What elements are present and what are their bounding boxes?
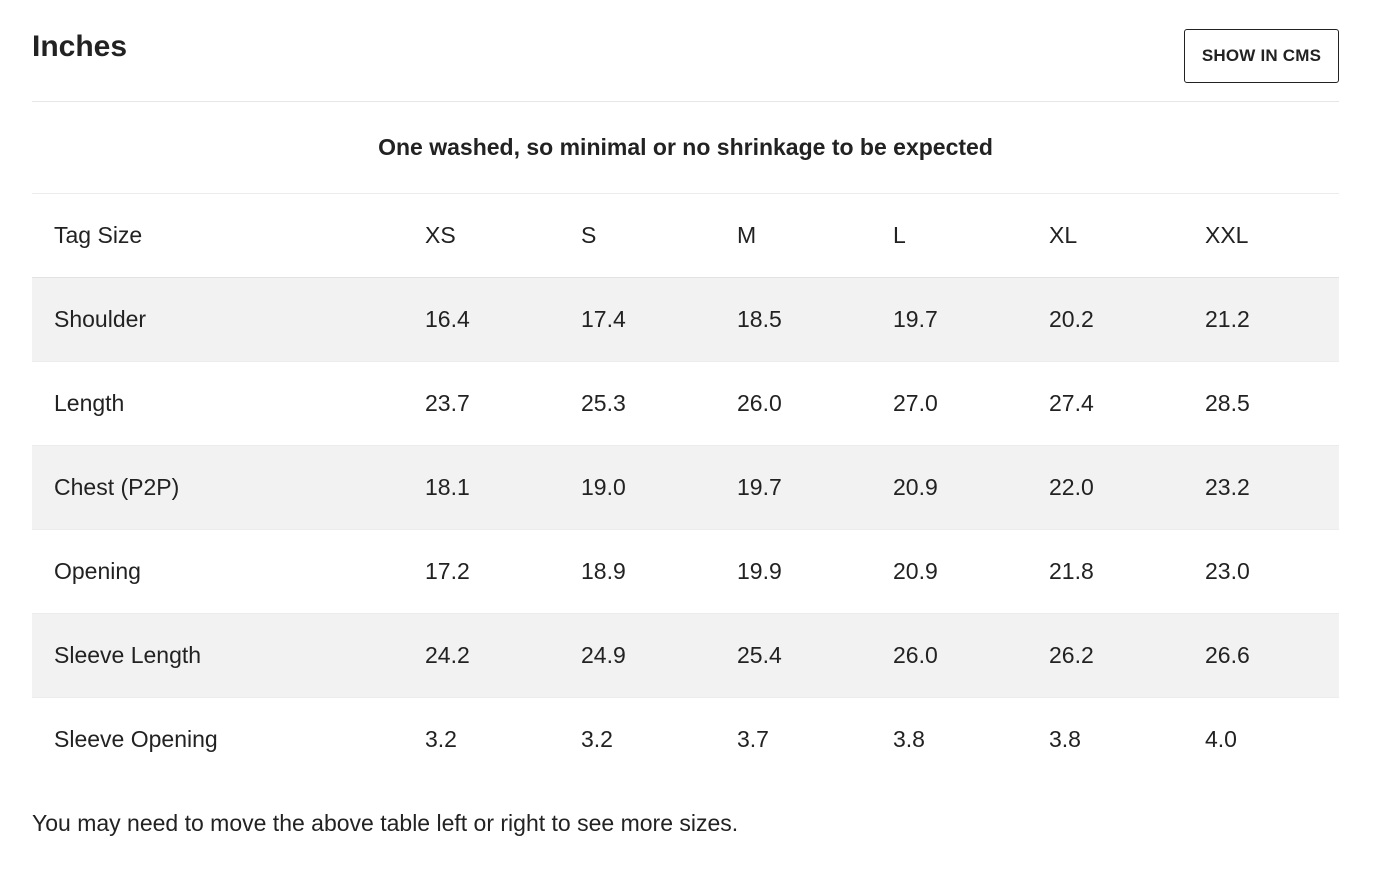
table-cell: 19.7 <box>871 277 1027 362</box>
table-cell: 23.0 <box>1183 529 1339 614</box>
size-header-l: L <box>871 194 1027 278</box>
table-row: Sleeve Length 24.2 24.9 25.4 26.0 26.2 2… <box>32 613 1339 698</box>
table-row: Opening 17.2 18.9 19.9 20.9 21.8 23.0 <box>32 529 1339 614</box>
table-cell: 19.7 <box>715 445 871 530</box>
row-label: Sleeve Length <box>32 613 403 698</box>
table-cell: 3.2 <box>425 726 457 752</box>
table-cell: 17.2 <box>403 529 559 614</box>
table-cell: 3.7 <box>737 726 769 752</box>
table-row: Shoulder 16.4 17.4 18.5 19.7 20.2 21.2 <box>32 277 1339 362</box>
table-cell: 26.0 <box>871 613 1027 698</box>
table-cell: 26.0 <box>715 361 871 446</box>
table-cell: 27.0 <box>871 361 1027 446</box>
size-header-xl: XL <box>1027 194 1183 278</box>
table-row: Sleeve Opening 3.2 3.2 3.7 3.8 3.8 4.0 <box>32 698 1339 782</box>
size-header-m: M <box>715 194 871 278</box>
table-cell: 25.3 <box>559 361 715 446</box>
table-cell: 27.4 <box>1027 361 1183 446</box>
table-cell: 19.9 <box>715 529 871 614</box>
table-row: Length 23.7 25.3 26.0 27.0 27.4 28.5 <box>32 361 1339 446</box>
table-cell: 20.9 <box>871 529 1027 614</box>
tag-size-header: Tag Size <box>32 194 403 278</box>
table-cell: 17.4 <box>559 277 715 362</box>
table-cell: 3.8 <box>893 726 925 752</box>
table-cell: 18.9 <box>559 529 715 614</box>
table-cell: 23.7 <box>403 361 559 446</box>
size-header-xs: XS <box>403 194 559 278</box>
table-cell: 21.2 <box>1183 277 1339 362</box>
table-cell: 20.2 <box>1027 277 1183 362</box>
table-cell: 18.5 <box>715 277 871 362</box>
size-table: Tag Size XS S M L XL XXL Shoulder 16.4 1… <box>32 194 1339 781</box>
table-cell: 22.0 <box>1027 445 1183 530</box>
table-cell: 18.1 <box>403 445 559 530</box>
row-label: Opening <box>32 529 403 614</box>
table-row: Chest (P2P) 18.1 19.0 19.7 20.9 22.0 23.… <box>32 445 1339 530</box>
scroll-hint: You may need to move the above table lef… <box>32 810 739 836</box>
table-header-row: Tag Size XS S M L XL XXL <box>32 194 1339 278</box>
size-chart-header: Inches SHOW IN CMS <box>32 0 1339 102</box>
table-cell: 26.2 <box>1027 613 1183 698</box>
row-label: Length <box>32 361 403 446</box>
row-label: Shoulder <box>32 277 403 362</box>
size-header-s: S <box>559 194 715 278</box>
table-cell: 28.5 <box>1183 361 1339 446</box>
units-title: Inches <box>32 30 128 63</box>
size-chart: Inches SHOW IN CMS One washed, so minima… <box>32 0 1339 781</box>
row-label: Sleeve Opening <box>54 726 218 752</box>
table-cell: 3.2 <box>581 726 613 752</box>
table-cell: 25.4 <box>715 613 871 698</box>
table-cell: 16.4 <box>403 277 559 362</box>
row-label: Chest (P2P) <box>32 445 403 530</box>
size-header-xxl: XXL <box>1183 194 1339 278</box>
table-cell: 20.9 <box>871 445 1027 530</box>
table-cell: 4.0 <box>1205 726 1237 752</box>
table-cell: 19.0 <box>559 445 715 530</box>
table-cell: 3.8 <box>1049 726 1081 752</box>
shrinkage-note: One washed, so minimal or no shrinkage t… <box>378 134 993 160</box>
table-cell: 24.2 <box>403 613 559 698</box>
table-cell: 21.8 <box>1027 529 1183 614</box>
show-in-cms-button[interactable]: SHOW IN CMS <box>1184 29 1339 83</box>
table-cell: 23.2 <box>1183 445 1339 530</box>
table-cell: 26.6 <box>1183 613 1339 698</box>
table-cell: 24.9 <box>559 613 715 698</box>
note-row: One washed, so minimal or no shrinkage t… <box>32 102 1339 194</box>
